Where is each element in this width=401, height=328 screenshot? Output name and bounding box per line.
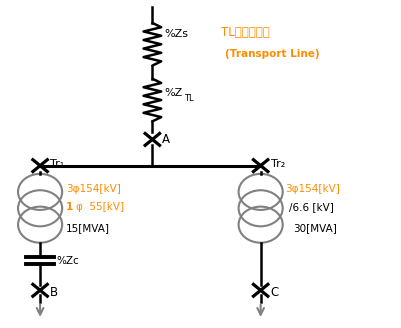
Text: φ  55[kV]: φ 55[kV]: [76, 202, 124, 212]
Text: 30[MVA]: 30[MVA]: [293, 223, 336, 233]
Text: TL: TL: [184, 94, 193, 103]
Text: %Zc: %Zc: [56, 256, 79, 266]
Text: TL：송전라인: TL：송전라인: [221, 26, 269, 39]
Text: %Z: %Z: [164, 89, 183, 98]
Text: /6.6 [kV]: /6.6 [kV]: [289, 202, 334, 212]
Text: 1: 1: [66, 202, 73, 212]
Text: B: B: [50, 286, 58, 299]
Text: Tr₂: Tr₂: [271, 159, 285, 169]
Text: (Transport Line): (Transport Line): [225, 49, 319, 59]
Text: 3φ154[kV]: 3φ154[kV]: [66, 184, 121, 194]
Text: %Zs: %Zs: [164, 30, 188, 39]
Text: 3φ154[kV]: 3φ154[kV]: [285, 184, 340, 194]
Text: 15[MVA]: 15[MVA]: [66, 223, 110, 233]
Text: A: A: [162, 133, 170, 146]
Text: Tr₁: Tr₁: [50, 159, 65, 169]
Text: C: C: [271, 286, 279, 299]
